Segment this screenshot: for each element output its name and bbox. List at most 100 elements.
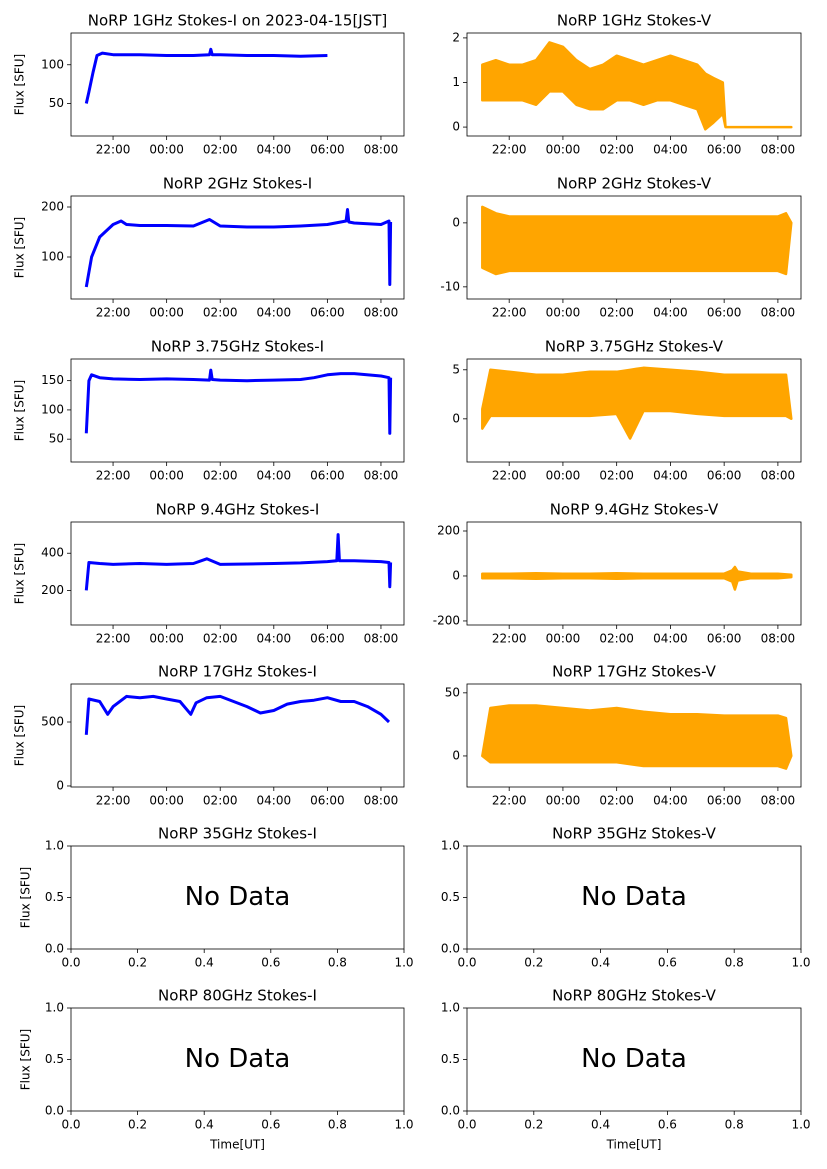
x-tick-label: 22:00 bbox=[96, 632, 131, 646]
plot-area bbox=[481, 366, 793, 440]
panel: 22:00 00:00 02:00 04:00 06:00 08:00 -200 0 200 No… bbox=[433, 501, 802, 646]
y-tick-label: 0 bbox=[452, 120, 460, 134]
x-tick-label: 02:00 bbox=[599, 469, 634, 483]
x-tick-label: 0.6 bbox=[658, 956, 677, 970]
series-line bbox=[84, 208, 393, 288]
x-tick-label: 04:00 bbox=[257, 794, 292, 808]
panel: 22:00 00:00 02:00 04:00 06:00 08:00 0 1 2 NoRP 1G… bbox=[452, 12, 802, 157]
y-tick-label: 1 bbox=[452, 75, 460, 89]
plot-area bbox=[84, 694, 391, 735]
series-band bbox=[481, 205, 793, 276]
y-tick-label: 0 bbox=[452, 411, 460, 425]
x-tick-label: 08:00 bbox=[364, 632, 399, 646]
x-tick-label: 02:00 bbox=[599, 143, 634, 157]
axes-frame bbox=[70, 683, 405, 788]
y-tick-label: 50 bbox=[445, 685, 460, 699]
chart-title: NoRP 35GHz Stokes-I bbox=[158, 825, 317, 843]
x-tick-label: 00:00 bbox=[149, 794, 184, 808]
plot-area bbox=[481, 565, 793, 591]
x-tick-label: 00:00 bbox=[546, 143, 581, 157]
x-tick-label: 04:00 bbox=[653, 632, 688, 646]
y-tick-label: 0.5 bbox=[441, 1052, 460, 1066]
y-axis-label: Flux [SFU] bbox=[13, 217, 27, 278]
x-tick-label: 0.0 bbox=[61, 1118, 80, 1132]
x-tick-label: 1.0 bbox=[394, 1118, 413, 1132]
x-tick-label: 22:00 bbox=[492, 469, 527, 483]
y-tick-label: 0.0 bbox=[45, 1104, 64, 1118]
x-tick-label: 0.4 bbox=[195, 1118, 214, 1132]
x-tick-label: 00:00 bbox=[546, 794, 581, 808]
x-tick-label: 08:00 bbox=[364, 794, 399, 808]
series-line bbox=[84, 694, 391, 735]
x-tick-label: 0.4 bbox=[591, 1118, 610, 1132]
y-tick-label: 0 bbox=[452, 748, 460, 762]
x-tick-label: 02:00 bbox=[203, 306, 238, 320]
axes-frame bbox=[466, 32, 802, 137]
series-line bbox=[84, 533, 393, 591]
x-tick-label: 04:00 bbox=[653, 794, 688, 808]
series-line bbox=[84, 47, 328, 104]
x-tick-label: 08:00 bbox=[364, 306, 399, 320]
y-axis-label: Flux [SFU] bbox=[13, 54, 27, 115]
chart-title: NoRP 80GHz Stokes-I bbox=[158, 987, 317, 1005]
x-tick-label: 04:00 bbox=[653, 143, 688, 157]
axes-frame bbox=[466, 683, 802, 788]
x-axis-label: Time[UT] bbox=[606, 1138, 662, 1152]
series-band bbox=[481, 41, 793, 131]
plot-area bbox=[481, 704, 793, 770]
y-tick-label: 0 bbox=[452, 215, 460, 229]
y-tick-label: 0.5 bbox=[45, 1052, 64, 1066]
x-tick-label: 06:00 bbox=[310, 469, 345, 483]
y-tick-label: 2 bbox=[452, 30, 460, 44]
annotation: No Data bbox=[185, 882, 291, 912]
series-band bbox=[481, 565, 793, 591]
x-tick-label: 0.8 bbox=[725, 956, 744, 970]
panel: No Data 0.0 0.2 0.4 0.6 0.8 1.0 0.0 0.5 1.0 NoRP 3… bbox=[441, 825, 811, 970]
y-tick-label: 1.0 bbox=[45, 839, 64, 853]
panel: No Data 0.0 0.2 0.4 0.6 0.8 1.0 0.0 0.5 1.0 NoRP 8… bbox=[19, 987, 414, 1152]
panel: 22:00 00:00 02:00 04:00 06:00 08:00 50 100 NoRP … bbox=[13, 12, 405, 157]
y-tick-label: -10 bbox=[440, 279, 460, 293]
y-tick-label: 0.0 bbox=[441, 1104, 460, 1118]
panel: 22:00 00:00 02:00 04:00 06:00 08:00 200 400 NoRP… bbox=[13, 501, 405, 646]
y-tick-label: 150 bbox=[41, 373, 64, 387]
x-tick-label: 02:00 bbox=[203, 143, 238, 157]
x-tick-label: 08:00 bbox=[761, 306, 796, 320]
chart-title: NoRP 2GHz Stokes-V bbox=[557, 175, 712, 193]
x-tick-label: 00:00 bbox=[546, 306, 581, 320]
x-axis-label: Time[UT] bbox=[209, 1138, 265, 1152]
x-tick-label: 04:00 bbox=[653, 306, 688, 320]
x-tick-label: 0.2 bbox=[524, 1118, 543, 1132]
axes-frame bbox=[466, 195, 802, 300]
plot-area bbox=[481, 205, 793, 276]
x-tick-label: 22:00 bbox=[96, 794, 131, 808]
x-tick-label: 22:00 bbox=[492, 143, 527, 157]
y-tick-label: 50 bbox=[49, 96, 64, 110]
y-tick-label: 100 bbox=[41, 402, 64, 416]
panel: 22:00 00:00 02:00 04:00 06:00 08:00 0 5 NoRP 3.7… bbox=[452, 338, 802, 483]
x-tick-label: 08:00 bbox=[761, 794, 796, 808]
y-tick-label: 1.0 bbox=[441, 1001, 460, 1015]
x-tick-label: 08:00 bbox=[761, 469, 796, 483]
x-tick-label: 0.4 bbox=[195, 956, 214, 970]
panel: 22:00 00:00 02:00 04:00 06:00 08:00 0 50 NoRP 17… bbox=[445, 663, 802, 808]
panel: No Data 0.0 0.2 0.4 0.6 0.8 1.0 0.0 0.5 1.0 NoRP 3… bbox=[19, 825, 414, 970]
x-tick-label: 02:00 bbox=[599, 794, 634, 808]
chart-title: NoRP 17GHz Stokes-V bbox=[552, 663, 717, 681]
axes-frame bbox=[70, 521, 405, 626]
annotation: No Data bbox=[185, 1044, 291, 1074]
chart-title: NoRP 9.4GHz Stokes-I bbox=[156, 501, 320, 519]
series-band bbox=[481, 366, 793, 440]
y-tick-label: 400 bbox=[41, 546, 64, 560]
x-tick-label: 0.2 bbox=[128, 1118, 147, 1132]
y-tick-label: 0.0 bbox=[45, 942, 64, 956]
x-tick-label: 0.0 bbox=[61, 956, 80, 970]
x-tick-label: 02:00 bbox=[599, 632, 634, 646]
y-axis-label: Flux [SFU] bbox=[13, 543, 27, 604]
x-tick-label: 22:00 bbox=[492, 794, 527, 808]
x-tick-label: 06:00 bbox=[310, 794, 345, 808]
x-tick-label: 1.0 bbox=[791, 956, 810, 970]
axes-frame bbox=[70, 358, 405, 463]
annotation: No Data bbox=[581, 1044, 687, 1074]
